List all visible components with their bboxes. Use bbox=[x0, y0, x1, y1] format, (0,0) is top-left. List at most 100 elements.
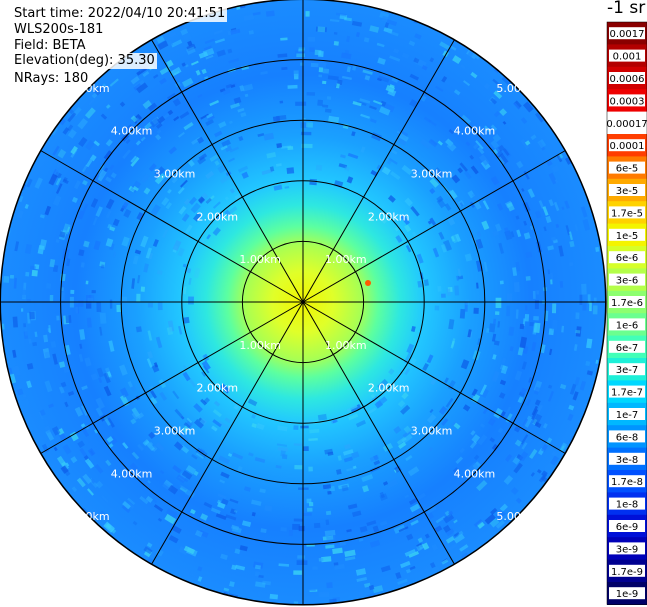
speckle-cell bbox=[65, 462, 70, 467]
speckle-cell bbox=[147, 441, 154, 448]
speckle-cell bbox=[490, 139, 500, 149]
speckle-cell bbox=[533, 322, 541, 333]
speckle-cell bbox=[197, 94, 203, 98]
speckle-cell bbox=[233, 509, 238, 513]
speckle-cell bbox=[403, 425, 412, 434]
speckle-cell bbox=[73, 180, 81, 190]
speckle-cell bbox=[181, 425, 190, 434]
speckle-cell bbox=[209, 154, 219, 162]
speckle-cell bbox=[96, 367, 105, 378]
speckle-cell bbox=[382, 481, 389, 486]
speckle-cell bbox=[521, 188, 525, 192]
speckle-cell bbox=[501, 75, 512, 86]
speckle-cell bbox=[76, 477, 86, 488]
speckle-cell bbox=[165, 202, 173, 210]
speckle-cell bbox=[100, 264, 105, 269]
speckle-cell bbox=[388, 368, 395, 375]
speckle-cell bbox=[551, 165, 560, 173]
speckle-cell bbox=[62, 444, 72, 455]
speckle-cell bbox=[293, 518, 304, 522]
speckle-cell bbox=[220, 553, 228, 560]
speckle-cell bbox=[70, 289, 75, 294]
speckle-cell bbox=[551, 236, 557, 242]
speckle-cell bbox=[183, 545, 196, 555]
speckle-cell bbox=[142, 71, 150, 77]
speckle-cell bbox=[60, 465, 69, 474]
speckle-cell bbox=[386, 478, 399, 489]
speckle-cell bbox=[108, 443, 114, 449]
speckle-cell bbox=[136, 293, 141, 303]
speckle-cell bbox=[429, 57, 435, 63]
speckle-cell bbox=[454, 285, 460, 296]
speckle-cell bbox=[317, 26, 326, 33]
speckle-cell bbox=[561, 206, 565, 211]
speckle-cell bbox=[434, 525, 443, 533]
speckle-cell bbox=[95, 206, 103, 217]
speckle-cell bbox=[498, 392, 506, 399]
speckle-cell bbox=[206, 113, 214, 119]
speckle-cell bbox=[23, 323, 27, 328]
speckle-cell bbox=[436, 195, 444, 203]
speckle-cell bbox=[244, 93, 249, 98]
speckle-cell bbox=[182, 263, 187, 268]
speckle-cell bbox=[463, 80, 471, 87]
speckle-cell bbox=[191, 454, 198, 460]
speckle-cell bbox=[333, 32, 338, 35]
speckle-cell bbox=[333, 41, 339, 46]
speckle-cell bbox=[346, 35, 351, 43]
speckle-cell bbox=[460, 64, 466, 69]
speckle-cell bbox=[95, 407, 104, 417]
speckle-cell bbox=[28, 338, 32, 344]
speckle-cell bbox=[409, 565, 416, 571]
speckle-cell bbox=[308, 466, 313, 472]
speckle-cell bbox=[502, 357, 507, 364]
speckle-cell bbox=[80, 423, 86, 428]
speckle-cell bbox=[452, 467, 460, 474]
ring-label: 2.00km bbox=[197, 382, 239, 395]
speckle-cell bbox=[489, 437, 496, 443]
speckle-cell bbox=[340, 154, 346, 159]
speckle-cell bbox=[137, 275, 141, 284]
speckle-cell bbox=[64, 401, 69, 408]
speckle-cell bbox=[204, 76, 209, 80]
speckle-cell bbox=[441, 558, 449, 565]
speckle-cell bbox=[407, 466, 420, 477]
speckle-cell bbox=[94, 429, 99, 434]
speckle-cell bbox=[44, 351, 51, 359]
speckle-cell bbox=[449, 189, 458, 199]
speckle-cell bbox=[128, 185, 136, 193]
speckle-cell bbox=[508, 326, 515, 336]
data-speckle bbox=[0, 3, 600, 605]
speckle-cell bbox=[362, 69, 373, 75]
speckle-cell bbox=[524, 313, 530, 322]
speckle-cell bbox=[574, 376, 581, 386]
speckle-cell bbox=[260, 70, 268, 75]
speckle-cell bbox=[183, 286, 187, 295]
speckle-cell bbox=[451, 420, 457, 427]
speckle-cell bbox=[172, 464, 182, 474]
speckle-cell bbox=[22, 398, 30, 407]
speckle-cell bbox=[266, 152, 277, 159]
speckle-cell bbox=[534, 421, 542, 428]
speckle-cell bbox=[382, 442, 394, 452]
speckle-cell bbox=[309, 178, 318, 186]
speckle-cell bbox=[473, 454, 480, 461]
ring-label: 3.00km bbox=[411, 168, 453, 181]
speckle-cell bbox=[185, 464, 196, 475]
speckle-cell bbox=[155, 336, 163, 349]
speckle-cell bbox=[26, 380, 32, 389]
speckle-cell bbox=[437, 285, 442, 292]
speckle-cell bbox=[90, 198, 99, 208]
speckle-cell bbox=[412, 168, 420, 176]
speckle-cell bbox=[78, 249, 85, 257]
speckle-cell bbox=[224, 417, 232, 424]
speckle-cell bbox=[198, 73, 204, 81]
speckle-cell bbox=[497, 150, 504, 157]
speckle-cell bbox=[502, 148, 510, 157]
speckle-cell bbox=[193, 267, 201, 279]
speckle-cell bbox=[23, 331, 29, 339]
speckle-cell bbox=[159, 469, 165, 475]
speckle-cell bbox=[169, 66, 182, 77]
speckle-cell bbox=[513, 102, 521, 110]
